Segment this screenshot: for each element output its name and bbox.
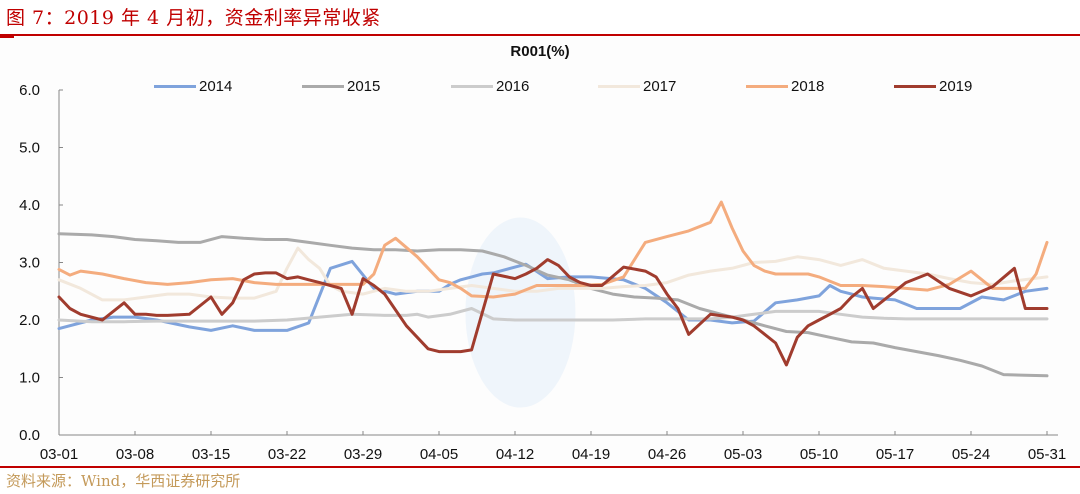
y-tick-label: 4.0: [19, 197, 40, 214]
y-tick-label: 0.0: [19, 427, 40, 444]
figure-title: 图 7：2019 年 4 月初，资金利率异常收紧: [6, 7, 381, 29]
legend-label: 2018: [791, 78, 825, 95]
legend-item-2016: 2016: [451, 78, 529, 95]
y-tick-label: 5.0: [19, 140, 40, 157]
x-tick-label: 05-17: [876, 446, 914, 463]
x-tick-label: 04-05: [420, 446, 458, 463]
legend-label: 2014: [199, 78, 233, 95]
x-tick-label: 03-29: [344, 446, 382, 463]
y-tick-label: 3.0: [19, 255, 40, 272]
legend-swatch-2018: [746, 85, 788, 88]
top-divider: [0, 34, 1080, 36]
x-tick-label: 05-03: [724, 446, 762, 463]
legend-label: 2019: [939, 78, 973, 95]
legend-swatch-2019: [894, 85, 936, 88]
top-divider-accent: [0, 35, 14, 38]
y-tick-label: 6.0: [19, 82, 40, 99]
legend-label: 2016: [496, 78, 530, 95]
x-tick-label: 05-31: [1028, 446, 1066, 463]
highlight-ellipse: [465, 217, 576, 408]
x-tick-label: 03-08: [116, 446, 154, 463]
chart-legend: 2014 2015 2016 2017 2018 2019: [0, 78, 1080, 98]
series-line-2017: [57, 246, 1049, 302]
axis-labels: 0.0 1.0 2.0 3.0 4.0 5.0 6.0 03-01 03-08 03-15 03-2…: [19, 82, 1066, 463]
legend-item-2017: 2017: [598, 78, 676, 95]
x-tick-label: 04-26: [648, 446, 686, 463]
chart-title: R001(%): [510, 43, 570, 60]
series-line-2016: [57, 307, 1049, 324]
legend-item-2014: 2014: [154, 78, 232, 95]
legend-item-2015: 2015: [302, 78, 380, 95]
legend-swatch-2016: [451, 85, 493, 88]
x-tick-label: 05-24: [952, 446, 990, 463]
legend-label: 2015: [347, 78, 381, 95]
series-lines: [57, 200, 1049, 378]
x-tick-label: 04-19: [572, 446, 610, 463]
series-line-2015: [57, 232, 1049, 378]
legend-swatch-2017: [598, 85, 640, 88]
x-tick-label: 03-22: [268, 446, 306, 463]
legend-swatch-2014: [154, 85, 196, 88]
highlight-ellipse-shape: [465, 217, 576, 408]
x-tick-label: 03-15: [192, 446, 230, 463]
legend-label: 2017: [643, 78, 677, 95]
y-tick-label: 2.0: [19, 312, 40, 329]
y-tick-label: 1.0: [19, 370, 40, 387]
series-line-2019: [57, 258, 1049, 367]
series-line-2018: [57, 200, 1049, 299]
axes: [58, 89, 1058, 436]
legend-item-2018: 2018: [746, 78, 824, 95]
x-tick-label: 05-10: [800, 446, 838, 463]
legend-swatch-2015: [302, 85, 344, 88]
bottom-divider: [0, 466, 1080, 468]
source-note: 资料来源：Wind，华西证券研究所: [6, 472, 241, 490]
legend-item-2019: 2019: [894, 78, 972, 95]
x-tick-label: 03-01: [40, 446, 78, 463]
x-tick-label: 04-12: [496, 446, 534, 463]
